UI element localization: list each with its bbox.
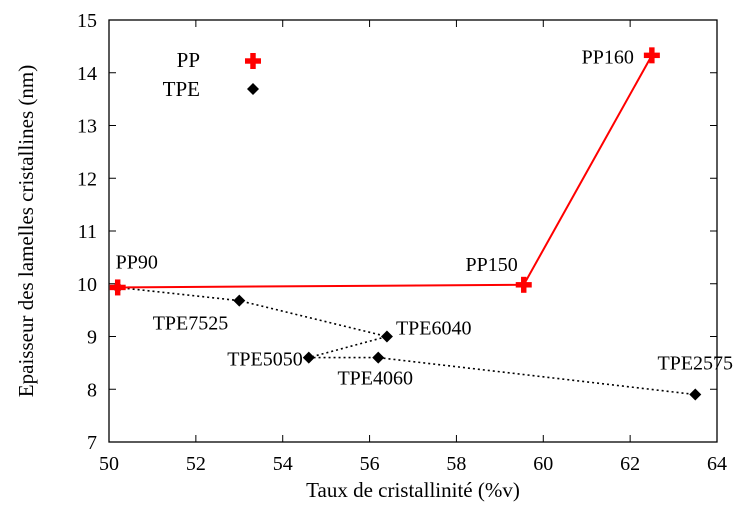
data-point-pp	[649, 47, 655, 64]
series-line-tpe	[117, 286, 696, 396]
x-axis-title: Taux de cristallinité (%v)	[306, 478, 520, 502]
y-tick-label: 10	[77, 274, 97, 296]
legend-marker-pp-shape	[250, 53, 256, 69]
y-tick-label: 12	[77, 168, 97, 190]
data-point-tpe	[302, 351, 315, 364]
legend-marker-tpe-shape	[247, 83, 259, 95]
data-point-pp	[114, 279, 121, 296]
data-point-tpe	[372, 351, 385, 364]
legend-marker-tpe	[247, 83, 259, 95]
legend-label-tpe: TPE	[163, 77, 200, 101]
point-label: TPE4060	[337, 368, 413, 390]
data-point-tpe	[233, 294, 246, 307]
x-tick-label: 52	[186, 453, 206, 475]
y-tick-label: 14	[77, 63, 97, 85]
data-point-tpe	[380, 330, 393, 343]
x-tick-label: 64	[707, 453, 727, 475]
y-axis-title: Epaisseur des lamelles cristallines (nm)	[14, 65, 38, 397]
y-tick-label: 13	[77, 116, 97, 138]
point-label: TPE6040	[396, 318, 472, 340]
x-tick-label: 54	[273, 453, 293, 475]
data-point-tpe	[689, 388, 702, 401]
y-tick-label: 15	[77, 10, 97, 32]
y-tick-label: 7	[87, 432, 97, 454]
point-label: TPE2575	[658, 353, 734, 375]
point-label: TPE7525	[153, 313, 229, 335]
y-tick-label: 9	[87, 327, 97, 349]
y-tick-label: 8	[87, 379, 97, 401]
x-tick-label: 50	[99, 453, 119, 475]
x-tick-label: 58	[446, 453, 466, 475]
point-label: PP160	[582, 46, 634, 68]
legend: PP TPE	[163, 48, 261, 101]
y-tick-label: 11	[78, 221, 97, 243]
x-tick-label: 60	[533, 453, 553, 475]
data-point-pp	[521, 276, 527, 293]
legend-label-pp: PP	[177, 48, 200, 72]
legend-marker-pp	[245, 53, 261, 69]
x-tick-label: 62	[620, 453, 640, 475]
point-label: TPE5050	[227, 349, 303, 371]
point-label: PP90	[116, 251, 158, 273]
x-tick-label: 56	[360, 453, 380, 475]
point-label: PP150	[465, 254, 517, 276]
